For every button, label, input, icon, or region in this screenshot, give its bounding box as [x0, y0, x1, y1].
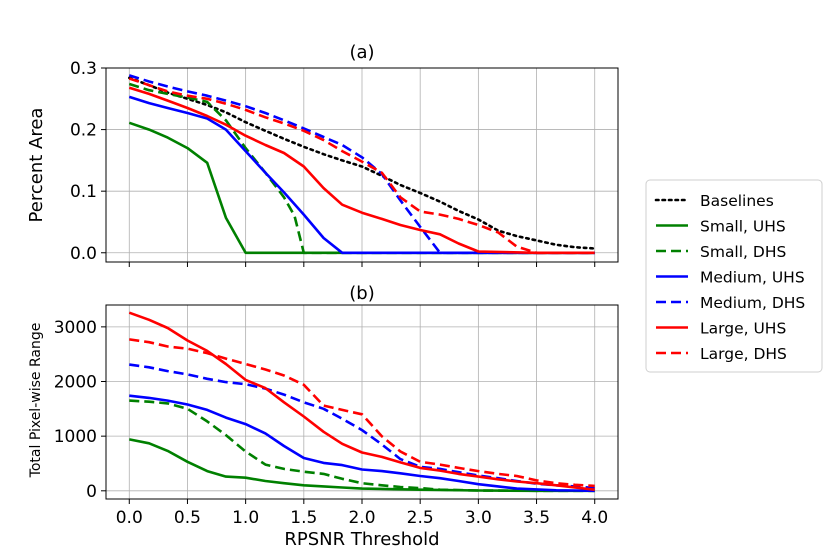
panel-a-y-tick-label: 0.2 — [70, 121, 97, 141]
panel-a-series-line — [128, 74, 595, 255]
legend-label: Small, UHS — [700, 218, 786, 236]
panel-a-series-line — [128, 95, 595, 255]
panel-b-y-tick-label: 1000 — [54, 427, 97, 447]
panel-b-x-tick-label: 2.5 — [407, 508, 434, 528]
panel-a-y-tick-label: 0.3 — [70, 59, 97, 79]
panel-a-y-tick-label: 0.0 — [70, 244, 97, 264]
panel-b-y-tick-label: 3000 — [54, 318, 97, 338]
panel-b-x-tick-label: 3.5 — [523, 508, 550, 528]
panel-b-x-tick-label: 4.0 — [581, 508, 608, 528]
panel-a-y-axis-label: Percent Area — [26, 108, 47, 223]
panel-b-x-tick-label: 2.0 — [348, 508, 375, 528]
panel-b-y-tick-label: 2000 — [54, 373, 97, 393]
panel-b-x-tick-label: 1.5 — [290, 508, 317, 528]
panel-a-series-line — [128, 76, 597, 250]
panel-b-series-line — [129, 399, 595, 493]
panel-a-series-line — [128, 86, 595, 255]
legend-label: Large, UHS — [700, 320, 786, 338]
panel-a-grid — [106, 67, 618, 262]
panel-a: (a) Percent Area 0.0 0.1 0.2 0.3 — [26, 42, 619, 267]
panel-b-x-tick-label: 0.0 — [116, 508, 143, 528]
panel-b-x-tick-label: 0.5 — [174, 508, 201, 528]
legend-label: Large, DHS — [700, 345, 787, 363]
legend: Baselines Small, UHS Small, DHS Medium, UHS… — [645, 179, 823, 373]
panel-a-series-line — [128, 77, 595, 255]
panel-b-y-tick-label: 0 — [86, 482, 97, 502]
x-axis-label: RPSNR Threshold — [284, 529, 439, 550]
panel-b-series-line — [129, 338, 595, 488]
panel-a-title: (a) — [349, 42, 374, 63]
panel-b-series-line — [129, 394, 595, 493]
legend-label: Baselines — [700, 192, 774, 210]
legend-label: Medium, UHS — [700, 269, 805, 287]
panel-b-title: (b) — [349, 283, 374, 304]
legend-label: Small, DHS — [700, 243, 786, 261]
legend-label: Medium, DHS — [700, 294, 805, 312]
panel-b-y-axis-label: Total Pixel-wise Range — [28, 323, 44, 479]
legend-frame — [645, 179, 823, 373]
panel-b-x-tick-label: 1.0 — [232, 508, 259, 528]
panel-b-series-line — [128, 311, 595, 491]
panel-b-grid — [106, 305, 618, 499]
panel-b-x-tick-label: 3.0 — [465, 508, 492, 528]
panel-b: (b) Total Pixel-wise Range RPSNR Thresho… — [28, 283, 619, 550]
panel-a-y-tick-label: 0.1 — [70, 182, 97, 202]
